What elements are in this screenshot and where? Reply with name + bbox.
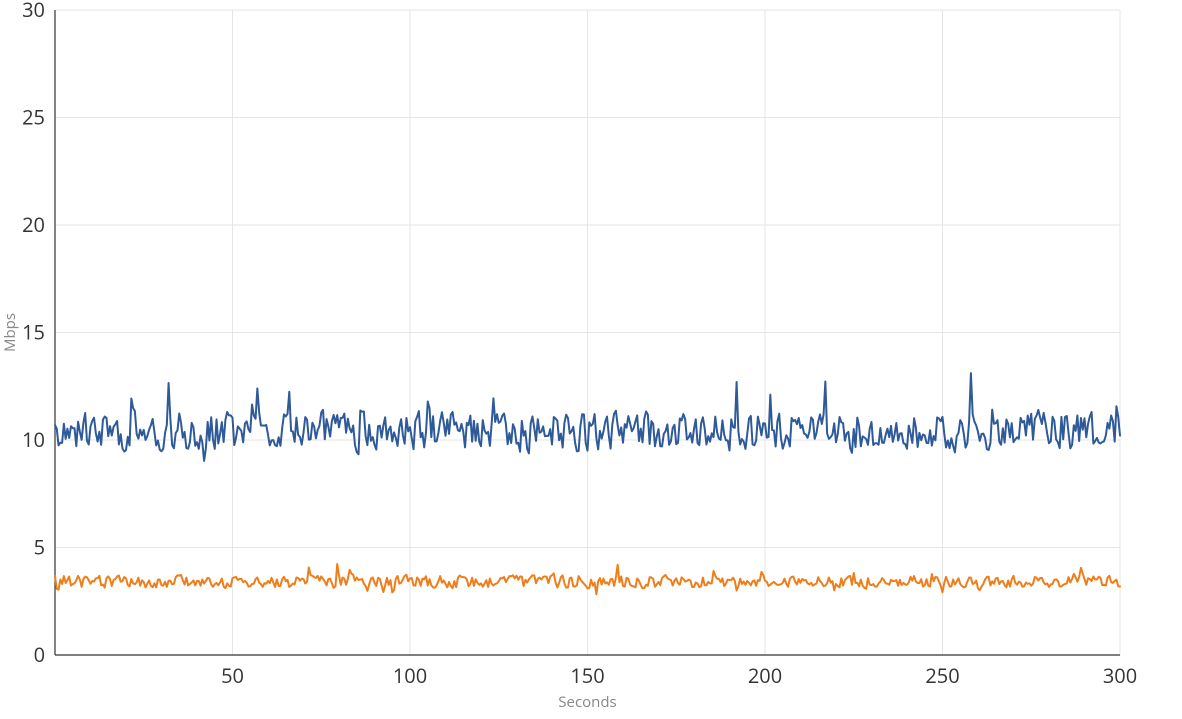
x-axis-label: Seconds <box>558 692 616 712</box>
y-tick-label: 30 <box>22 0 45 23</box>
y-tick-label: 15 <box>22 319 45 346</box>
y-tick-label: 0 <box>34 641 45 668</box>
x-tick-label: 300 <box>1103 662 1137 689</box>
x-tick-label: 50 <box>221 662 244 689</box>
x-tick-label: 100 <box>393 662 427 689</box>
y-axis-label: Mbps <box>0 313 20 352</box>
chart-svg: 0 5 10 15 20 25 30 50 100 150 200 250 300 Seconds Mbps <box>0 0 1182 714</box>
y-tick-label: 20 <box>22 211 45 238</box>
x-tick-label: 200 <box>748 662 782 689</box>
x-tick-label: 250 <box>925 662 959 689</box>
y-tick-label: 10 <box>22 426 45 453</box>
x-tick-label: 150 <box>570 662 604 689</box>
throughput-chart: 0 5 10 15 20 25 30 50 100 150 200 250 300 Seconds Mbps <box>0 0 1182 714</box>
y-tick-label: 25 <box>22 104 45 131</box>
y-tick-label: 5 <box>34 534 45 561</box>
